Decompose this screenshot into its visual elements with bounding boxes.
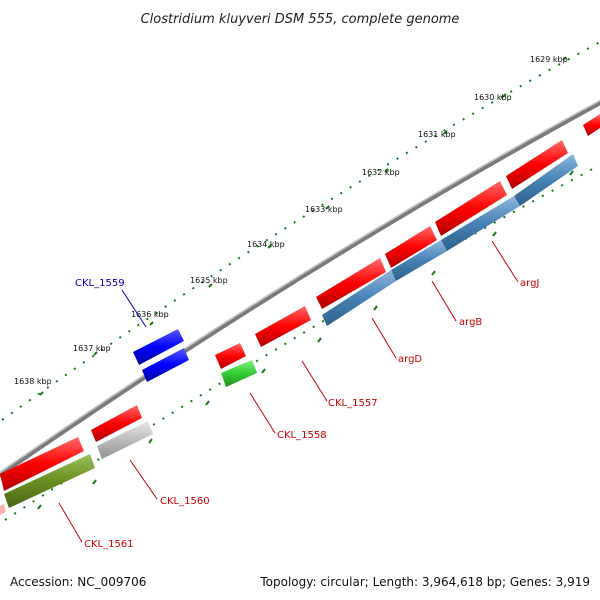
tick-label-1633: 1633 kbp — [305, 205, 343, 214]
label-CKL_1558[interactable]: CKL_1558 — [277, 430, 327, 441]
cds-argJ[interactable] — [514, 154, 578, 206]
gene-arrow[interactable] — [0, 437, 84, 491]
kbp-tick-labels: 1629 kbp 1630 kbp 1631 kbp 1632 kbp 1633… — [14, 55, 568, 386]
cds-argB[interactable] — [441, 196, 520, 251]
gene-arrow[interactable] — [255, 306, 311, 347]
gene-arrow[interactable] — [506, 140, 568, 189]
leader-CKL_1559 — [121, 289, 147, 328]
tick-label-1638: 1638 kbp — [14, 377, 52, 386]
cds-features — [0, 154, 578, 515]
cds-argD-b[interactable] — [322, 270, 396, 326]
leader-CKL_1561 — [58, 502, 83, 543]
label-argD[interactable]: argD — [398, 354, 422, 365]
forward-strand-genes — [0, 114, 600, 491]
leader-CKL_1560 — [129, 459, 158, 500]
gene-arrow[interactable] — [583, 114, 600, 136]
gene-CKL_1559-arrow[interactable] — [133, 329, 184, 365]
map-title: Clostridium kluyveri DSM 555, complete g… — [141, 12, 460, 27]
cds-edge-fragment[interactable] — [0, 504, 6, 515]
label-leaders — [58, 240, 519, 543]
gene-arrow[interactable] — [316, 258, 386, 309]
tick-label-1635: 1635 kbp — [190, 276, 228, 285]
gene-arrow[interactable] — [435, 181, 507, 236]
gene-arrow[interactable] — [91, 405, 142, 442]
leader-CKL_1558 — [249, 392, 276, 434]
tick-label-1637: 1637 kbp — [73, 344, 111, 353]
tick-label-1634: 1634 kbp — [247, 240, 285, 249]
leader-argD — [371, 317, 397, 359]
gene-arrow[interactable] — [385, 226, 437, 268]
label-CKL_1559[interactable]: CKL_1559 — [75, 278, 125, 289]
genome-backbone — [0, 99, 600, 478]
cds-CKL_1561[interactable] — [4, 454, 95, 508]
label-argJ[interactable]: argJ — [520, 278, 539, 289]
label-argB[interactable]: argB — [459, 317, 482, 328]
tick-label-1629: 1629 kbp — [530, 55, 568, 64]
leader-argJ — [491, 240, 519, 283]
label-CKL_1561[interactable]: CKL_1561 — [84, 539, 134, 550]
label-CKL_1560[interactable]: CKL_1560 — [160, 496, 210, 507]
genome-backbone-highlight — [0, 100, 600, 474]
footer-accession: Accession: NC_009706 — [10, 575, 146, 589]
gene-labels: argJ argB argD CKL_1557 CKL_1558 CKL_155… — [75, 278, 539, 550]
label-CKL_1557[interactable]: CKL_1557 — [328, 398, 378, 409]
leader-CKL_1557 — [301, 360, 328, 402]
cds-CKL_1560[interactable] — [97, 421, 153, 459]
tick-label-1632: 1632 kbp — [362, 168, 400, 177]
tick-label-1630: 1630 kbp — [474, 93, 512, 102]
cds-argD-a[interactable] — [391, 240, 447, 281]
leader-argB — [431, 280, 457, 322]
gene-arrow[interactable] — [215, 343, 246, 369]
tick-label-1631: 1631 kbp — [418, 130, 456, 139]
gene-CKL_1559-cds[interactable] — [142, 348, 189, 382]
tick-label-1636: 1636 kbp — [131, 310, 169, 319]
outer-major-ticks — [39, 56, 567, 396]
footer-summary: Topology: circular; Length: 3,964,618 bp… — [259, 575, 590, 589]
inner-major-ticks — [37, 170, 574, 510]
gene-CKL_1559-group — [133, 329, 189, 382]
cds-CKL_1558[interactable] — [221, 360, 257, 387]
